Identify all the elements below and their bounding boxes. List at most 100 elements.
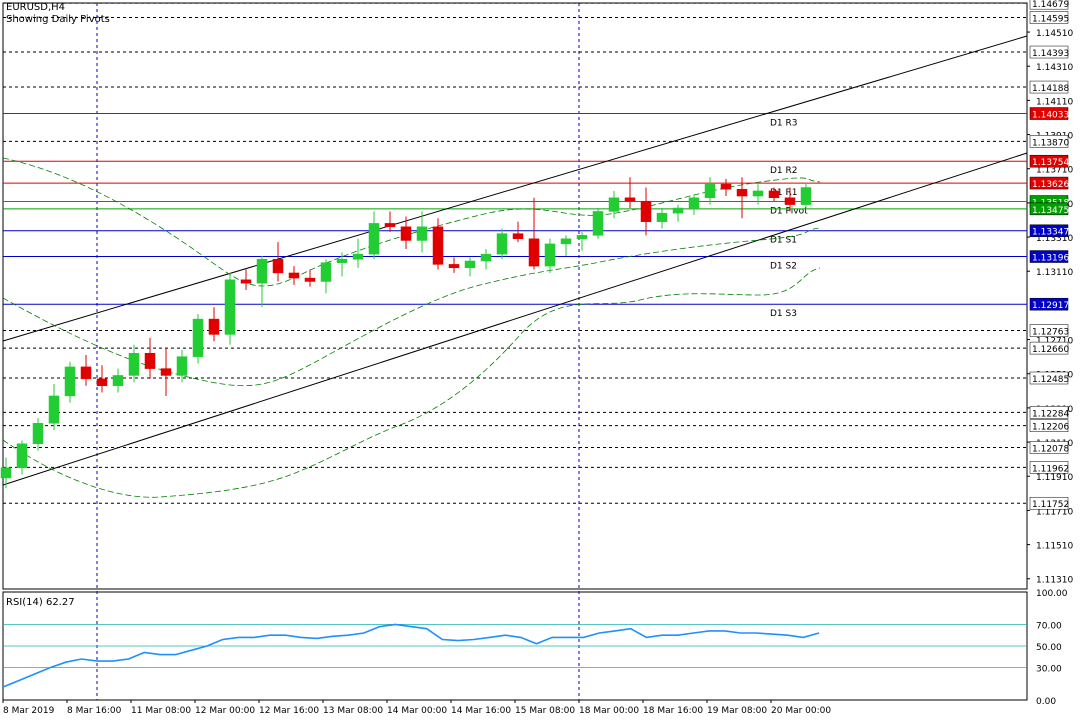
rsi-tick-label: 0.00 (1036, 697, 1056, 707)
time-tick-label: 14 Mar 16:00 (451, 706, 511, 716)
price-level-tag (1029, 496, 1069, 510)
time-tick-label: 12 Mar 16:00 (259, 706, 319, 716)
price-level-tag (1029, 80, 1069, 94)
bullish-candle (656, 212, 668, 222)
price-level-label: 1.13626 (1032, 180, 1069, 190)
price-level-tag (1029, 371, 1069, 385)
bullish-candle (192, 318, 204, 357)
price-level-tag (1029, 341, 1069, 355)
price-tick-label: 1.13710 (1036, 166, 1073, 176)
price-level-label: 1.13754 (1032, 158, 1069, 168)
bearish-candle (400, 226, 412, 241)
price-tick-label: 1.11510 (1036, 542, 1073, 552)
price-level-tag (1029, 202, 1069, 216)
bearish-candle (240, 279, 252, 284)
time-tick-label: 11 Mar 08:00 (131, 706, 191, 716)
price-level-tag (1029, 11, 1069, 24)
price-level-tag (1029, 0, 1069, 10)
price-level-label: 1.14595 (1032, 15, 1069, 25)
price-level-label: 1.12206 (1032, 423, 1069, 433)
upper-band-line (2, 157, 821, 287)
bullish-candle (112, 375, 124, 386)
time-tick-label: 20 Mar 00:00 (771, 706, 831, 716)
bearish-candle (528, 238, 540, 267)
channel-lower-trendline (2, 152, 1028, 486)
rsi-tick-label: 100.00 (1036, 589, 1068, 599)
bullish-candle (416, 226, 428, 241)
price-level-tag (1029, 107, 1069, 120)
bullish-candle (176, 356, 188, 376)
bearish-candle (272, 259, 284, 274)
bearish-candle (384, 223, 396, 228)
price-level-label: 1.11962 (1032, 464, 1069, 474)
pivot-level-label: D1 S2 (770, 262, 797, 272)
bullish-candle (16, 443, 28, 468)
time-tick-label: 12 Mar 00:00 (195, 706, 255, 716)
bullish-candle (64, 366, 76, 397)
bearish-candle (736, 188, 748, 197)
price-tick-label: 1.14510 (1036, 29, 1073, 39)
price-level-tag (1029, 154, 1069, 168)
price-level-label: 1.14188 (1032, 84, 1069, 94)
bullish-candle (672, 207, 684, 214)
price-level-tag (1029, 224, 1069, 237)
bullish-candle (352, 253, 364, 260)
pivot-level-label: D1 Pivot (770, 207, 808, 217)
price-level-label: 1.13347 (1032, 228, 1069, 238)
price-level-tag (1029, 297, 1069, 311)
bullish-candle (592, 211, 604, 236)
bearish-candle (144, 352, 156, 369)
bearish-candle (448, 264, 460, 269)
time-tick-label: 8 Mar 16:00 (67, 706, 122, 716)
bullish-candle (688, 197, 700, 209)
price-level-label: 1.11752 (1032, 500, 1069, 510)
time-tick-label: 15 Mar 08:00 (515, 706, 575, 716)
price-level-label: 1.14679 (1032, 0, 1069, 10)
price-level-tag (1029, 176, 1069, 190)
price-level-label: 1.12485 (1032, 375, 1069, 385)
chart-symbol-label: EURUSD,H4 (6, 2, 66, 13)
price-level-tag (1029, 324, 1069, 337)
bullish-candle (704, 183, 716, 199)
bearish-candle (768, 190, 780, 199)
chart-subtitle-label: Showing Daily Pivots (6, 14, 110, 25)
bullish-candle (224, 279, 236, 335)
bearish-candle (160, 368, 172, 376)
price-tick-label: 1.11910 (1036, 473, 1073, 483)
price-level-label: 1.12660 (1032, 345, 1069, 355)
price-level-label: 1.13870 (1032, 138, 1069, 148)
price-level-label: 1.13196 (1032, 254, 1069, 264)
price-tick-label: 1.14310 (1036, 63, 1073, 73)
bearish-candle (208, 318, 220, 335)
price-level-tag (1029, 135, 1069, 148)
bearish-candle (304, 277, 316, 282)
rsi-tick-label: 50.00 (1036, 643, 1062, 653)
bullish-candle (608, 197, 620, 212)
bearish-candle (80, 366, 92, 380)
bullish-candle (800, 187, 812, 205)
price-level-label: 1.14393 (1032, 49, 1069, 59)
bearish-candle (784, 197, 796, 205)
bullish-candle (336, 259, 348, 263)
rsi-tick-label: 30.00 (1036, 665, 1062, 675)
bullish-candle (0, 467, 12, 479)
bearish-candle (512, 233, 524, 240)
price-level-tag (1029, 441, 1069, 454)
pivot-level-label: D1 R1 (770, 188, 798, 198)
price-level-label: 1.14033 (1032, 111, 1069, 121)
rsi-title-label: RSI(14) 62.27 (6, 597, 75, 608)
pivot-level-label: D1 S3 (770, 309, 797, 319)
bearish-candle (96, 378, 108, 386)
bullish-candle (480, 253, 492, 262)
price-tick-label: 1.12710 (1036, 337, 1073, 347)
pivot-level-label: D1 S1 (770, 236, 797, 246)
bearish-candle (624, 197, 636, 202)
main-chart-frame (2, 2, 1028, 590)
bullish-candle (320, 262, 332, 282)
time-tick-label: 14 Mar 00:00 (387, 706, 447, 716)
price-level-label: 1.13475 (1032, 206, 1069, 216)
bearish-candle (288, 272, 300, 279)
bullish-candle (496, 233, 508, 255)
bullish-candle (128, 352, 140, 376)
